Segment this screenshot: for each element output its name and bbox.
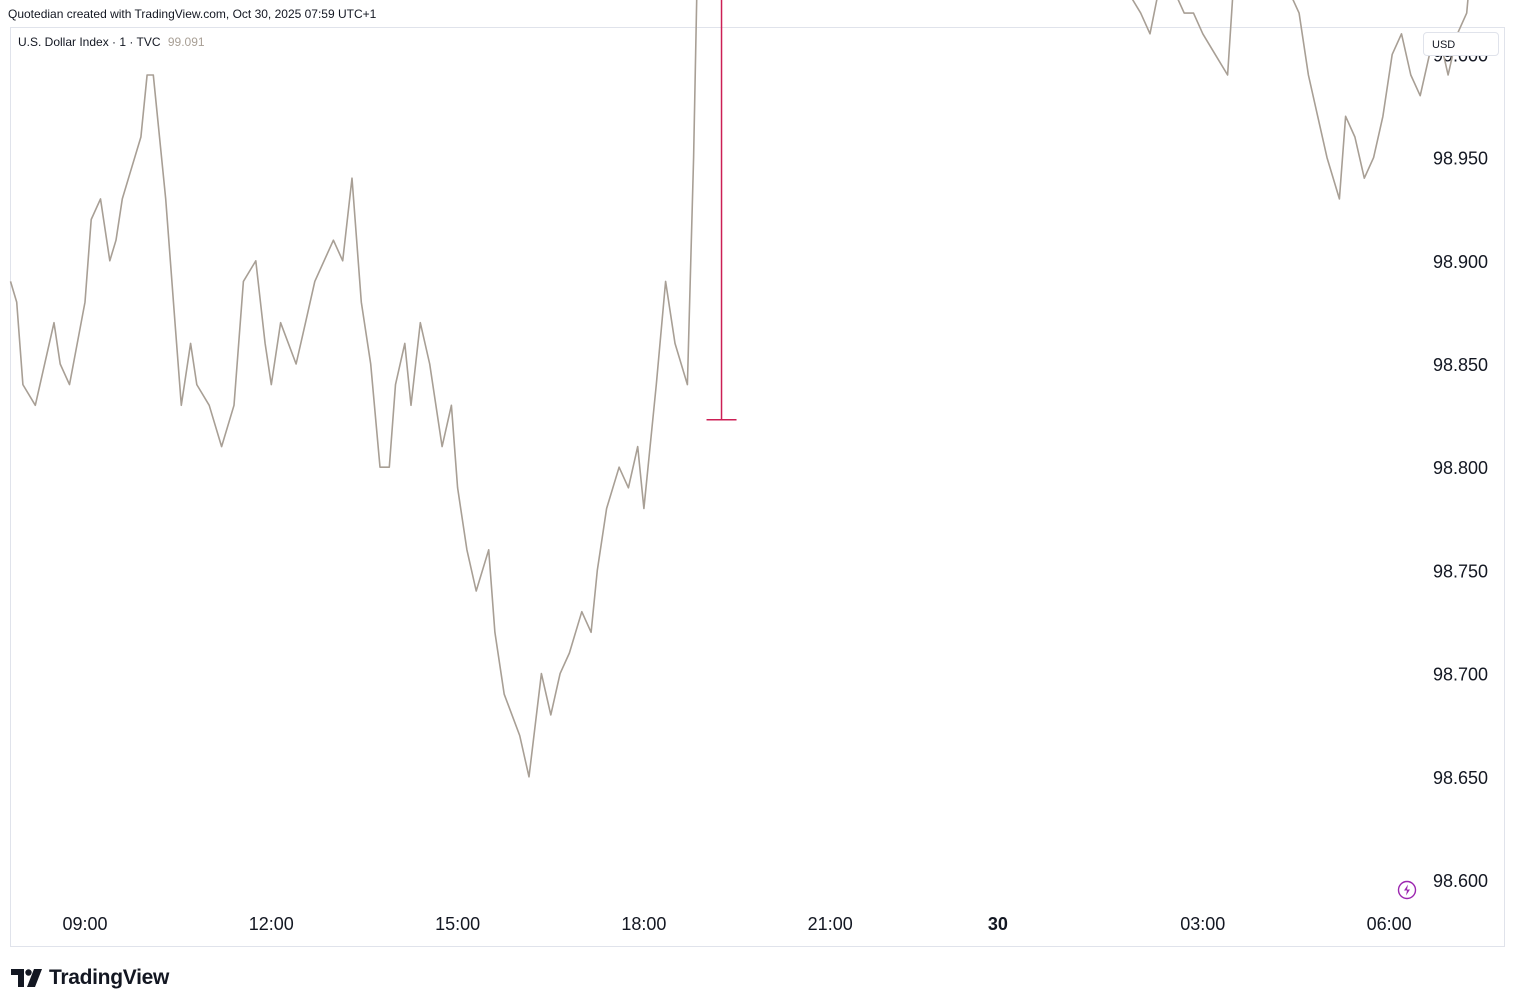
symbol-legend[interactable]: U.S. Dollar Index · 1 · TVC 99.091 bbox=[18, 35, 205, 49]
currency-selector[interactable]: USD bbox=[1423, 32, 1499, 56]
tradingview-logo-icon bbox=[11, 969, 42, 987]
y-tick-label: 98.650 bbox=[1433, 768, 1488, 788]
x-tick-label: 03:00 bbox=[1180, 914, 1225, 934]
tradingview-logo[interactable]: TradingView bbox=[11, 966, 169, 990]
x-tick-label: 15:00 bbox=[435, 914, 480, 934]
price-range-measure[interactable]: 0.515 (0.52%) 515 bbox=[656, 0, 788, 421]
time-axis[interactable]: 09:00 12:00 15:00 18:00 21:00 30 03:00 06:00 bbox=[62, 914, 1411, 934]
lightning-bolt-icon[interactable] bbox=[1397, 880, 1417, 900]
x-tick-label: 18:00 bbox=[621, 914, 666, 934]
symbol-last-value: 99.091 bbox=[167, 35, 205, 49]
symbol-name: U.S. Dollar Index · 1 · TVC bbox=[18, 35, 161, 49]
y-tick-label: 98.700 bbox=[1433, 665, 1488, 685]
x-tick-label: 09:00 bbox=[62, 914, 107, 934]
y-tick-label: 98.750 bbox=[1433, 561, 1488, 581]
y-tick-label: 98.600 bbox=[1433, 871, 1488, 891]
x-tick-label: 12:00 bbox=[249, 914, 294, 934]
y-tick-label: 98.850 bbox=[1433, 355, 1488, 375]
x-tick-label: 06:00 bbox=[1367, 914, 1412, 934]
y-tick-label: 98.900 bbox=[1433, 252, 1488, 272]
tradingview-logo-text: TradingView bbox=[49, 966, 170, 989]
price-axis[interactable]: 99.35099.30099.25099.20099.15099.10099.0… bbox=[1433, 0, 1488, 891]
price-series-line[interactable] bbox=[9, 0, 1515, 778]
x-tick-label: 30 bbox=[988, 914, 1008, 934]
x-tick-label: 21:00 bbox=[808, 914, 853, 934]
attribution-text: Quotedian created with TradingView.com, … bbox=[8, 7, 377, 21]
y-tick-label: 98.800 bbox=[1433, 458, 1488, 478]
y-tick-label: 98.950 bbox=[1433, 149, 1488, 169]
chart-frame bbox=[10, 27, 1505, 947]
